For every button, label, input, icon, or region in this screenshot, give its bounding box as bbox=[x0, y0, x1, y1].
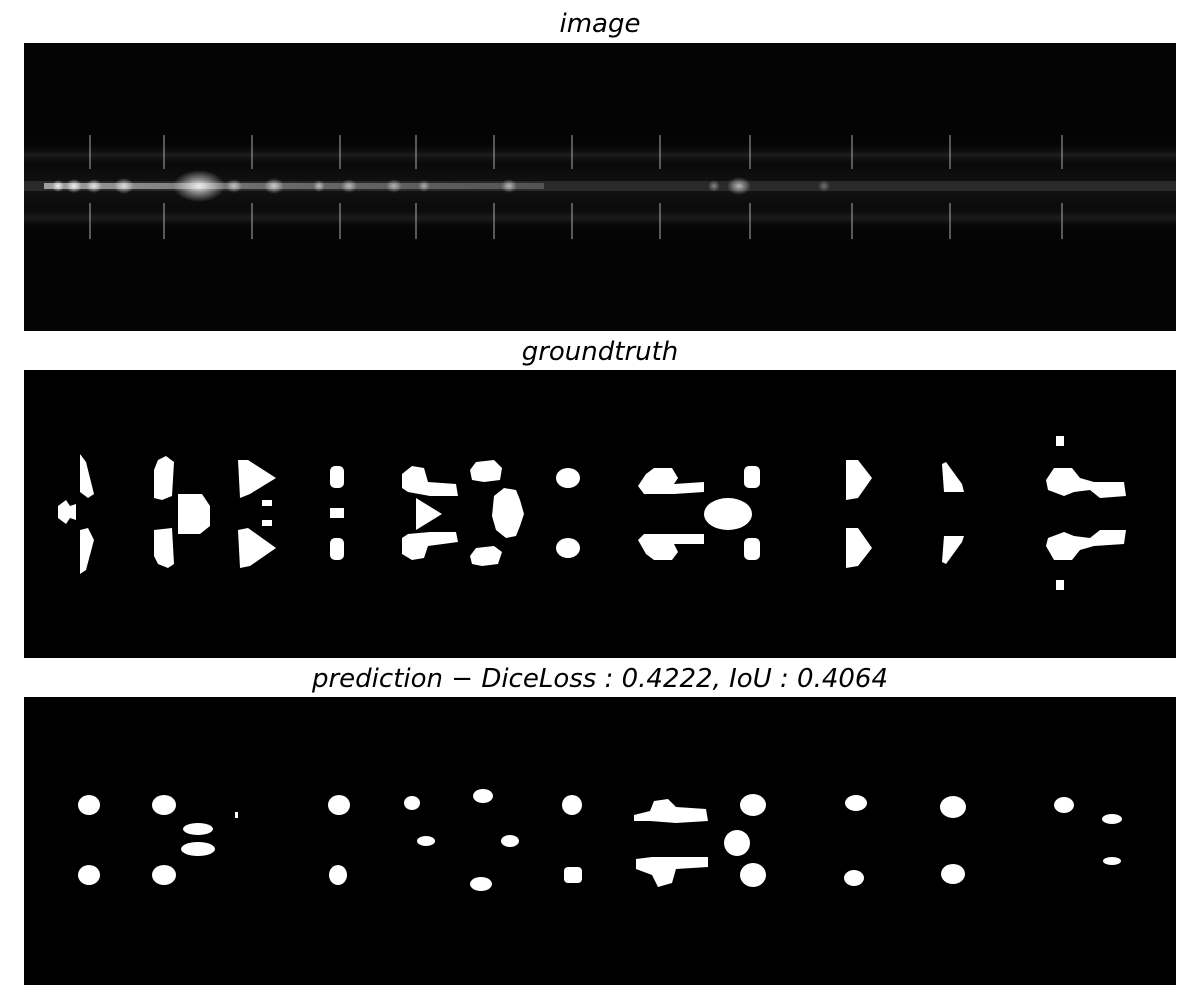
pred-blob bbox=[501, 835, 519, 847]
gt-blob bbox=[744, 538, 760, 560]
bright-spot bbox=[727, 177, 751, 195]
pred-blob bbox=[941, 864, 965, 884]
gt-blob bbox=[638, 468, 704, 494]
gt-blob bbox=[238, 528, 276, 568]
pred-blob bbox=[724, 830, 750, 856]
gt-blob bbox=[846, 460, 872, 500]
gt-blob bbox=[262, 500, 272, 506]
gt-blob bbox=[330, 466, 344, 488]
pred-blob bbox=[1102, 814, 1122, 824]
groundtruth-panel-title: groundtruth bbox=[521, 337, 679, 367]
bright-spot bbox=[173, 170, 225, 202]
gt-blob bbox=[1056, 436, 1064, 446]
gt-blob bbox=[154, 456, 174, 500]
bright-spot bbox=[52, 180, 64, 192]
bright-spot bbox=[86, 179, 102, 193]
bright-spot bbox=[708, 180, 720, 192]
pred-blob bbox=[328, 795, 350, 815]
bright-spot bbox=[386, 179, 402, 193]
prediction-panel bbox=[24, 697, 1176, 985]
image-panel-title: image bbox=[559, 9, 641, 39]
gt-blob bbox=[1046, 468, 1126, 498]
gt-blob bbox=[80, 528, 94, 574]
prediction-panel-title: prediction − DiceLoss : 0.4222, IoU : 0.… bbox=[311, 664, 888, 694]
pred-blob bbox=[1054, 797, 1074, 813]
gt-blob bbox=[58, 500, 76, 524]
pred-blob bbox=[636, 857, 708, 887]
spectrogram-image bbox=[24, 43, 1176, 331]
bright-spot bbox=[264, 178, 284, 194]
noise-bands bbox=[24, 128, 1176, 248]
pred-blob bbox=[78, 865, 100, 885]
prediction-mask bbox=[24, 697, 1176, 985]
bright-spot bbox=[418, 180, 430, 192]
bright-spot bbox=[114, 178, 134, 194]
gt-blob bbox=[330, 538, 344, 560]
gt-blob bbox=[330, 508, 344, 518]
bright-spots bbox=[52, 170, 830, 202]
gt-blob bbox=[638, 534, 704, 560]
bright-spot bbox=[66, 179, 82, 193]
gt-blob bbox=[178, 494, 210, 534]
groundtruth-panel bbox=[24, 370, 1176, 658]
gt-blob bbox=[744, 466, 760, 488]
pred-blob bbox=[78, 795, 100, 815]
pred-blob bbox=[844, 870, 864, 886]
gt-blob bbox=[238, 460, 276, 498]
vertical-streaks bbox=[89, 135, 1063, 239]
pred-blob bbox=[183, 823, 213, 835]
pred-blob bbox=[845, 795, 867, 811]
pred-blob bbox=[181, 842, 215, 856]
pred-blob bbox=[329, 865, 347, 885]
gt-blob bbox=[942, 462, 964, 492]
pred-blob bbox=[740, 794, 766, 816]
gt-blob bbox=[1046, 530, 1126, 560]
bright-spot bbox=[341, 179, 357, 193]
pred-blob bbox=[235, 812, 238, 818]
pred-blob bbox=[404, 796, 420, 810]
gt-blob bbox=[262, 520, 272, 526]
pred-blob bbox=[564, 867, 582, 883]
gt-blob bbox=[556, 538, 580, 558]
pred-blob bbox=[940, 796, 966, 818]
pred-blob bbox=[470, 877, 492, 891]
gt-blob bbox=[470, 460, 502, 482]
gt-blob bbox=[402, 532, 458, 560]
gt-blob bbox=[80, 454, 94, 498]
gt-blob bbox=[556, 468, 580, 488]
pred-blob bbox=[152, 795, 176, 815]
bright-spot bbox=[501, 179, 517, 193]
pred-blob bbox=[1103, 857, 1121, 865]
bright-spot bbox=[818, 180, 830, 192]
gt-blob bbox=[1056, 580, 1064, 590]
pred-blob bbox=[740, 863, 766, 887]
pred-blob bbox=[417, 836, 435, 846]
groundtruth-mask bbox=[24, 370, 1176, 658]
gt-blob bbox=[470, 546, 502, 566]
gt-blob bbox=[402, 466, 458, 496]
gt-blob bbox=[704, 498, 752, 530]
pred-blob bbox=[473, 789, 493, 803]
pred-blob bbox=[634, 799, 708, 823]
bright-spot bbox=[226, 179, 242, 193]
pred-blob bbox=[562, 795, 582, 815]
gt-blob bbox=[492, 488, 524, 538]
bright-spot bbox=[313, 180, 325, 192]
gt-blob bbox=[416, 498, 442, 530]
gt-blob bbox=[154, 528, 174, 568]
gt-blob bbox=[846, 528, 872, 568]
pred-blob bbox=[152, 865, 176, 885]
gt-blob bbox=[942, 536, 964, 564]
image-panel bbox=[24, 43, 1176, 331]
